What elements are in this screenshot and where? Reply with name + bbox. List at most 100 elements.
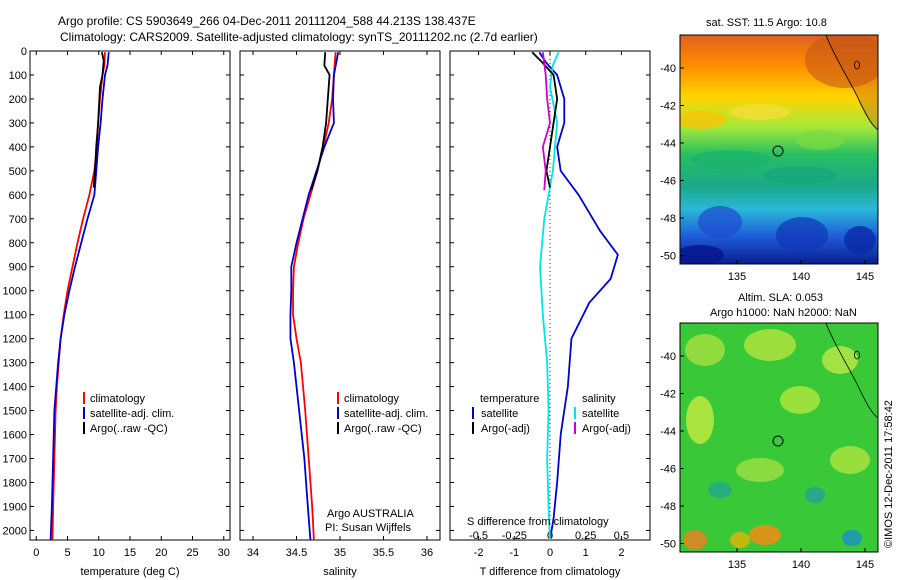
plot-frame: [29, 50, 231, 541]
map-x-tick-label: 145: [856, 271, 874, 283]
y-tick-label: 1200: [3, 334, 27, 346]
series-line: [292, 52, 337, 541]
x-tick-label: 30: [218, 547, 230, 559]
y-tick-label: 400: [9, 142, 27, 154]
series-line: [539, 51, 560, 541]
y-tick-label: 700: [9, 214, 27, 226]
legend-heading-temperature: temperature: [480, 393, 539, 405]
sla-float-marker: [772, 435, 784, 447]
sst-map-axes: -40 -42 -44 -46 -48 -50 135 140 145: [660, 63, 874, 283]
x-tick-label: 5: [64, 547, 70, 559]
y-tick-label: 2000: [3, 525, 27, 537]
sla-map-frame: [679, 322, 879, 553]
difference-legend: temperature satellite Argo(-adj) salinit…: [472, 393, 631, 435]
sst-float-marker: [772, 145, 784, 157]
x-axis-label: salinity: [323, 566, 357, 578]
x2-tick-label: 0.5: [614, 530, 629, 542]
x-tick-label: 25: [186, 547, 198, 559]
series-line: [541, 52, 551, 191]
x-tick-label: 2: [618, 547, 624, 559]
y-tick-label: 1800: [3, 477, 27, 489]
legend-label: Argo(..raw -QC): [344, 423, 422, 435]
sst-coastline: [825, 34, 879, 131]
sst-map-frame: [679, 34, 879, 265]
map-x-tick-label: 135: [728, 271, 746, 283]
x-tick-label: 35: [334, 547, 346, 559]
title-line-1: Argo profile: CS 5903649_266 04-Dec-2011…: [58, 14, 476, 28]
x-tick-label: 36: [421, 547, 433, 559]
salinity-legend: climatology satellite-adj. clim. Argo(..…: [337, 392, 428, 435]
map-x-tick-label: 140: [792, 559, 810, 571]
y-tick-label: 0: [21, 46, 27, 58]
y-tick-label: 300: [9, 118, 27, 130]
y-tick-label: 1000: [3, 286, 27, 298]
map-y-tick-label: -46: [660, 176, 676, 188]
y-tick-label: 1300: [3, 358, 27, 370]
map-y-tick-label: -48: [660, 501, 676, 513]
salinity-profile-panel: 34 34.5 35 35.5 36 salinity: [239, 50, 441, 578]
x-tick-label: -1: [509, 547, 519, 559]
imos-credit: ©IMOS 12-Dec-2011 17:58:42: [883, 400, 895, 548]
x-tick-label: 20: [155, 547, 167, 559]
x-axis-label: temperature (deg C): [80, 566, 179, 578]
series-line: [49, 52, 110, 541]
legend-label: Argo(-adj): [582, 423, 631, 435]
temperature-profile-panel: 0 5 10 15 20 25 30 temperature (deg C) 0 100 200 30…: [3, 46, 231, 578]
map-y-tick-label: -40: [660, 351, 676, 363]
sla-map-title-2: Argo h1000: NaN h2000: NaN: [710, 307, 857, 319]
sla-map-axes: -40 -42 -44 -46 -48 -50 135 140 145: [660, 351, 874, 571]
y-tick-label: 1400: [3, 382, 27, 394]
x-tick-label: 34: [247, 547, 259, 559]
y-tick-label: 500: [9, 166, 27, 178]
temperature-legend: climatology satellite-adj. clim. Argo(..…: [83, 392, 174, 435]
sla-island: [854, 350, 860, 360]
map-y-tick-label: -46: [660, 464, 676, 476]
legend-label: climatology: [344, 393, 400, 405]
y-tick-label: 1100: [3, 310, 27, 322]
series-line: [289, 52, 340, 541]
y-tick-label: 800: [9, 238, 27, 250]
x-tick-label: 1: [583, 547, 589, 559]
sst-texture: [680, 35, 878, 264]
map-y-tick-label: -44: [660, 138, 676, 150]
plot-frame: [239, 50, 441, 541]
map-y-tick-label: -44: [660, 426, 676, 438]
x-axis-label: T difference from climatology: [480, 566, 621, 578]
x-tick-label: 0: [547, 547, 553, 559]
y-tick-label: 900: [9, 262, 27, 274]
y-tick-label: 1500: [3, 406, 27, 418]
legend-label: satellite: [582, 408, 619, 420]
x-tick-label: 34.5: [286, 547, 307, 559]
map-x-tick-label: 135: [728, 559, 746, 571]
series-line: [310, 52, 331, 191]
sla-map: [679, 322, 879, 553]
x-tick-label: 0: [33, 547, 39, 559]
map-y-tick-label: -42: [660, 101, 676, 113]
map-y-tick-label: -50: [660, 251, 676, 263]
x2-tick-label: 0.25: [575, 530, 596, 542]
y-tick-label: 100: [9, 70, 27, 82]
map-x-tick-label: 140: [792, 271, 810, 283]
x-tick-label: 10: [93, 547, 105, 559]
legend-heading-salinity: salinity: [582, 393, 616, 405]
sst-map-title: sat. SST: 11.5 Argo: 10.8: [706, 17, 827, 29]
argo-program-annotation: Argo AUSTRALIA: [327, 508, 414, 520]
map-y-tick-label: -48: [660, 213, 676, 225]
pi-annotation: PI: Susan Wijffels: [325, 522, 411, 534]
map-y-tick-label: -42: [660, 389, 676, 401]
y-tick-label: 1600: [3, 430, 27, 442]
x2-tick-label: -0.25: [502, 530, 527, 542]
legend-label: climatology: [90, 393, 146, 405]
legend-label: satellite-adj. clim.: [344, 408, 428, 420]
sst-island: [854, 60, 860, 70]
map-y-tick-label: -40: [660, 63, 676, 75]
y-tick-label: 1900: [3, 501, 27, 513]
sla-coastline: [825, 322, 879, 419]
map-y-tick-label: -50: [660, 539, 676, 551]
legend-label: Argo(..raw -QC): [90, 423, 168, 435]
x2-tick-label: -0.5: [469, 530, 488, 542]
legend-label: satellite-adj. clim.: [90, 408, 174, 420]
y-tick-label: 1700: [3, 454, 27, 466]
map-x-tick-label: 145: [856, 559, 874, 571]
